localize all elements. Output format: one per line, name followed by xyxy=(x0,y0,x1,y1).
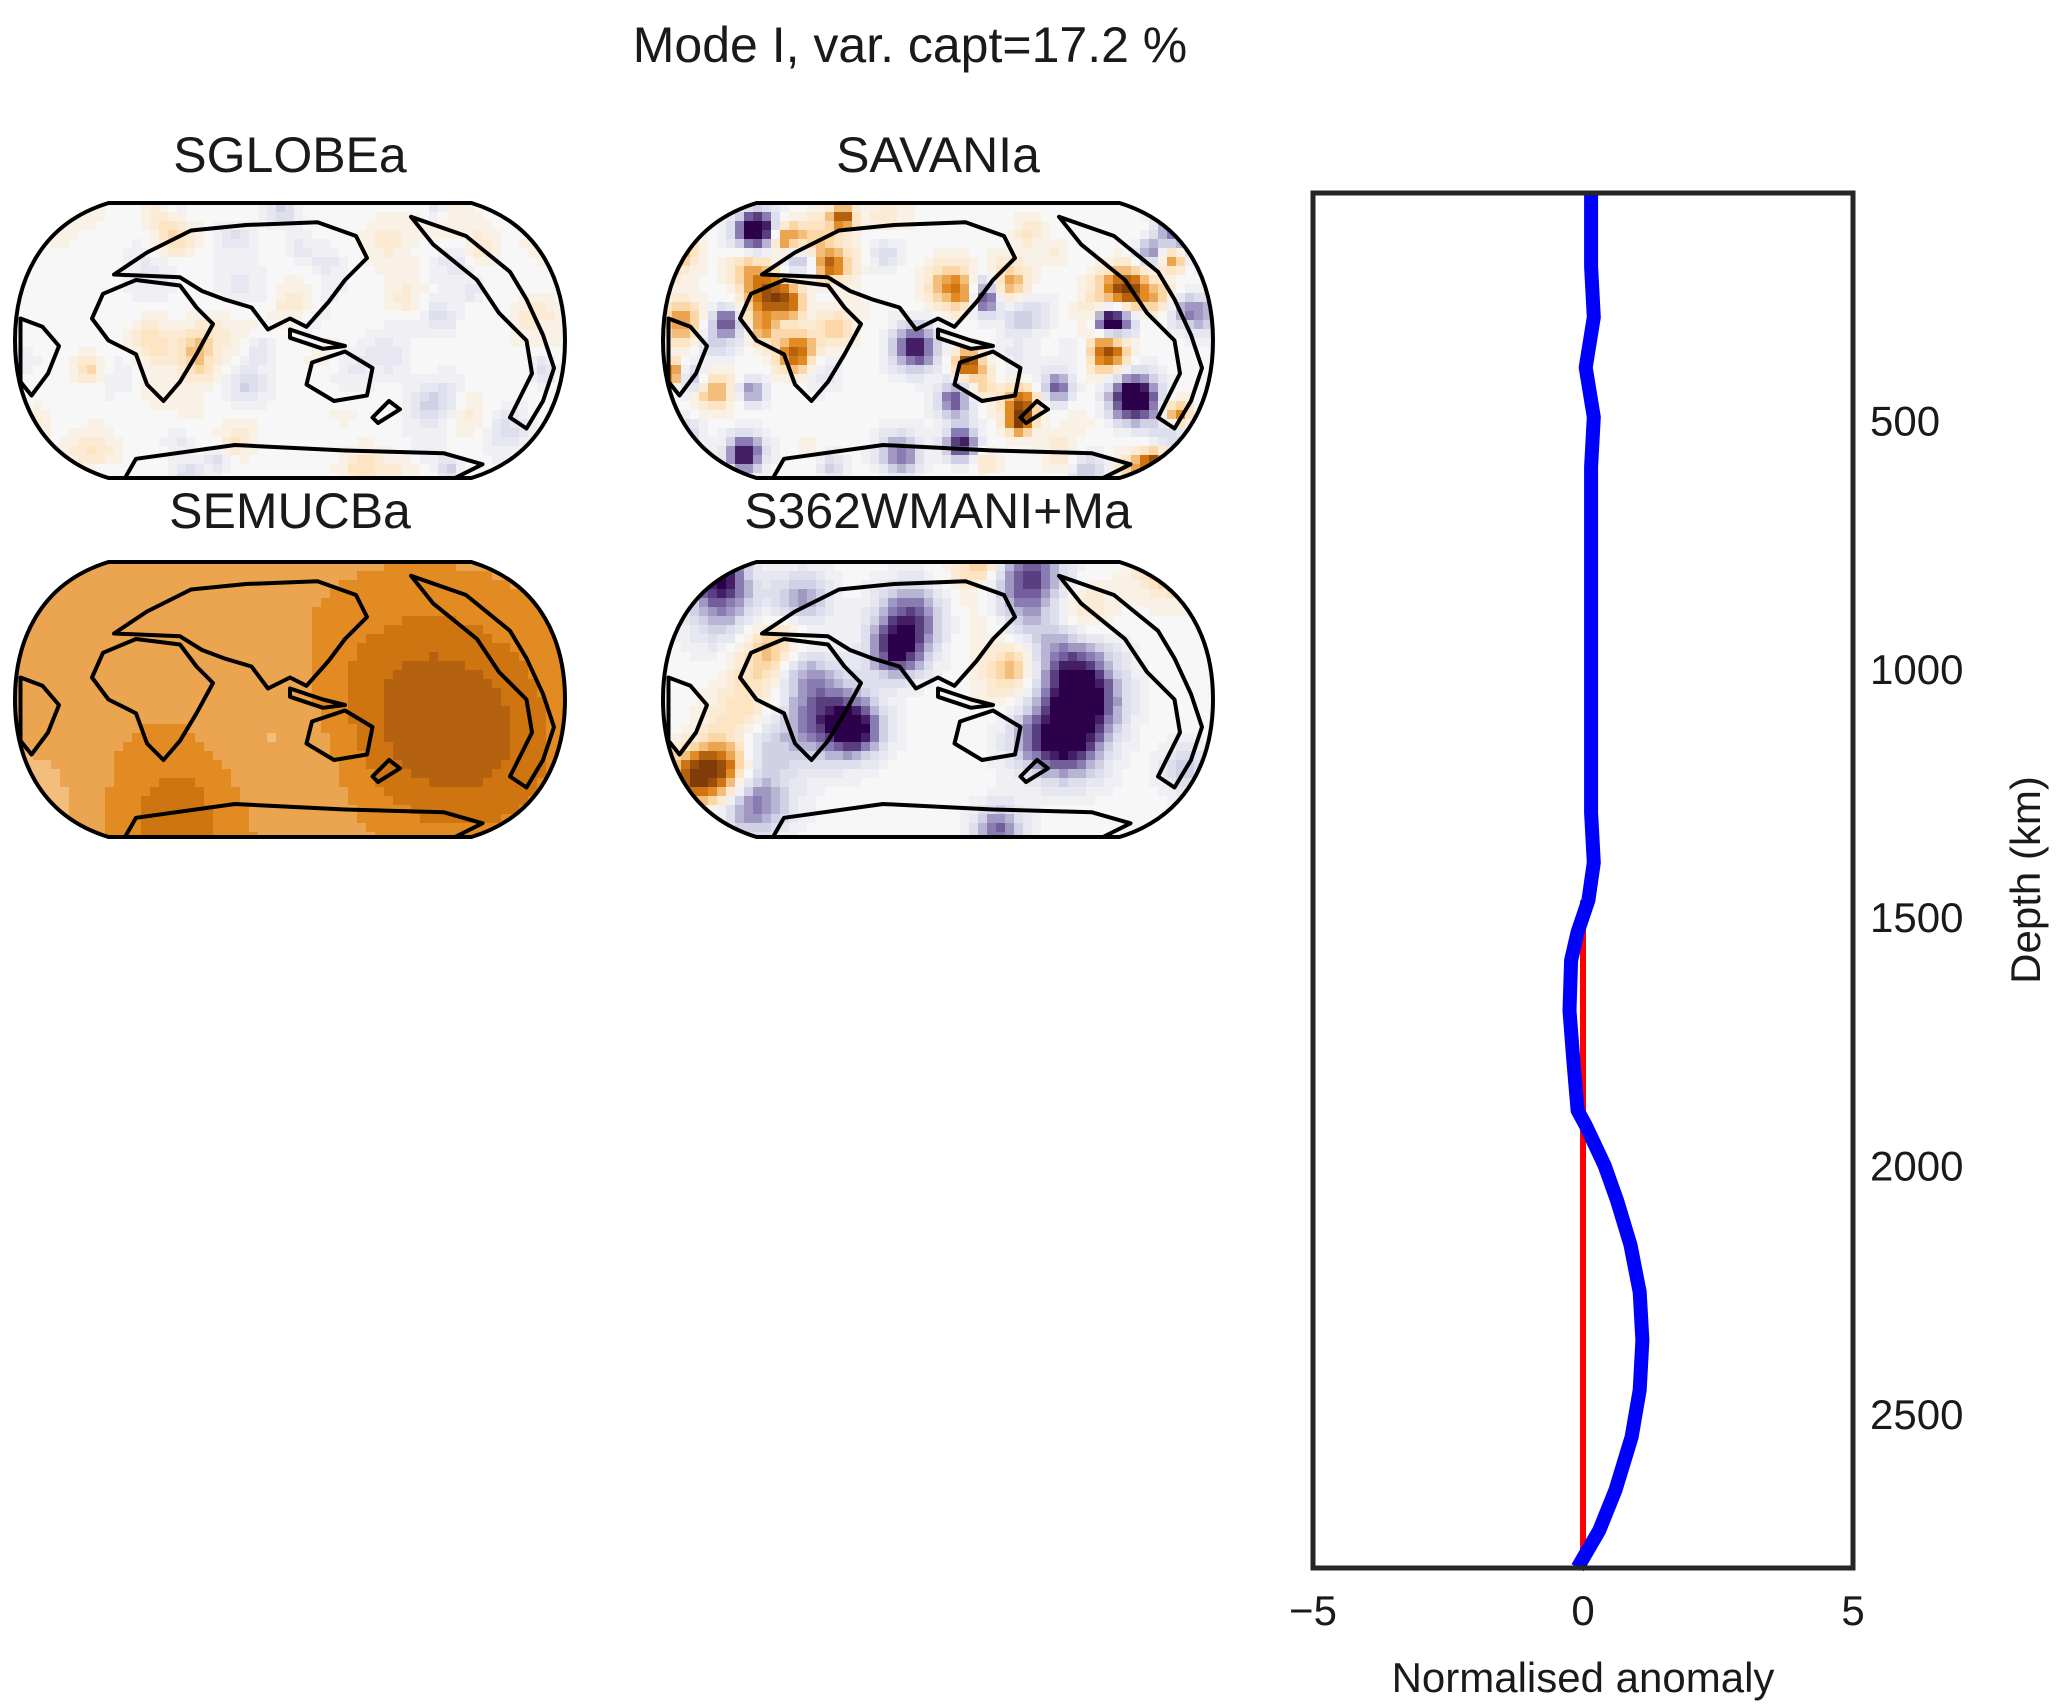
coastline xyxy=(123,443,485,478)
coastline xyxy=(90,278,215,403)
coastline xyxy=(936,686,995,710)
y-tick-label: 1500 xyxy=(1870,894,1963,941)
coastline xyxy=(288,327,347,351)
coastline xyxy=(771,802,1133,837)
coastline xyxy=(738,637,863,762)
coastline xyxy=(952,349,1023,403)
globe-map xyxy=(660,560,1216,839)
coastline xyxy=(304,349,375,403)
map-border xyxy=(660,560,1216,839)
y-axis-label: Depth (km) xyxy=(2002,776,2049,984)
map-field xyxy=(12,201,568,480)
map-field xyxy=(660,201,1216,480)
coastline xyxy=(1018,399,1050,425)
map-panel-sglobea: SGLOBEa xyxy=(12,127,568,480)
map-title: SEMUCBa xyxy=(169,483,411,539)
coastline xyxy=(409,214,556,431)
coastline xyxy=(1057,214,1204,431)
coastline xyxy=(771,443,1133,478)
coastline xyxy=(112,579,369,691)
coastline xyxy=(738,278,863,403)
profile-chart: −5 0 5 500 1000 1500 2000 2500 Normalised anom… xyxy=(1289,190,2049,1701)
x-tick-label: 0 xyxy=(1571,1587,1594,1634)
coastline xyxy=(1057,573,1204,790)
chart-lines xyxy=(1562,193,1650,1572)
coastline xyxy=(760,579,1017,691)
coastline xyxy=(112,220,369,332)
map-border xyxy=(12,560,568,839)
globe-map xyxy=(660,201,1216,480)
map-title: SGLOBEa xyxy=(173,127,407,183)
coastline xyxy=(90,637,215,762)
coastline xyxy=(304,708,375,762)
map-border xyxy=(12,201,568,480)
globe-map xyxy=(12,560,568,839)
coastline xyxy=(936,327,995,351)
x-tick-label: −5 xyxy=(1289,1587,1337,1634)
coastline xyxy=(1018,758,1050,784)
y-tick-label: 2500 xyxy=(1870,1391,1963,1438)
map-panel-semucba: SEMUCBa xyxy=(12,483,568,839)
y-tick-label: 2000 xyxy=(1870,1143,1963,1190)
coastline xyxy=(288,686,347,710)
y-tick-label: 1000 xyxy=(1870,646,1963,693)
map-panel-s362wmani: S362WMANI+Ma xyxy=(660,483,1216,839)
x-tick-label: 5 xyxy=(1841,1587,1864,1634)
profile-line xyxy=(1562,193,1650,1572)
map-border xyxy=(660,201,1216,480)
coastline xyxy=(409,573,556,790)
map-title: SAVANIa xyxy=(836,127,1040,183)
coastline xyxy=(760,220,1017,332)
map-title: S362WMANI+Ma xyxy=(744,483,1132,539)
figure-title: Mode I, var. capt=17.2 % xyxy=(633,17,1188,73)
globe-map xyxy=(12,201,568,480)
map-field xyxy=(660,560,1216,839)
x-ticks: −5 0 5 xyxy=(1289,1587,1865,1634)
coastline xyxy=(952,708,1023,762)
x-axis-label: Normalised anomaly xyxy=(1392,1654,1775,1701)
map-field xyxy=(12,560,568,839)
coastline xyxy=(123,802,485,837)
map-panel-savania: SAVANIa xyxy=(660,127,1216,480)
y-ticks: 500 1000 1500 2000 2500 xyxy=(1870,398,1963,1438)
plot-frame xyxy=(1310,190,1856,1571)
coastline xyxy=(370,758,402,784)
coastline xyxy=(370,399,402,425)
y-tick-label: 500 xyxy=(1870,398,1940,445)
